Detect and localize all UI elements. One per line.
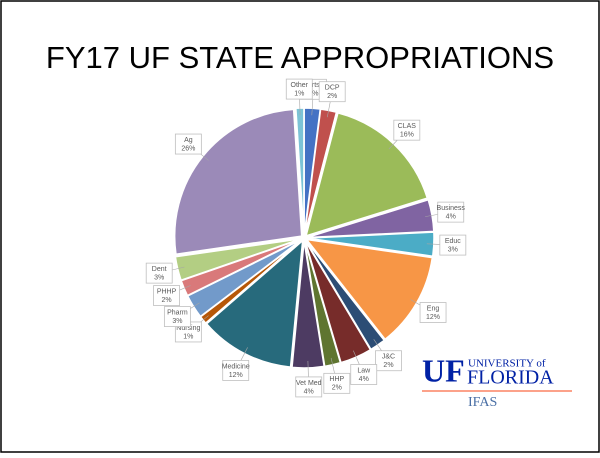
logo-university: UNIVERSITY of	[468, 358, 546, 370]
label-value: 1%	[294, 90, 304, 97]
label-box	[222, 360, 250, 381]
label-name: Eng	[427, 305, 440, 312]
label-name: J&C	[382, 354, 395, 361]
label-box	[323, 372, 351, 394]
label-value: 26%	[181, 145, 195, 152]
label-name: Law	[357, 367, 371, 374]
label-box	[375, 350, 402, 372]
label-box	[350, 364, 378, 385]
label-value: 2%	[327, 93, 337, 100]
label-name: Other	[291, 82, 309, 89]
data-label: Pharm 3%	[163, 306, 191, 327]
label-box	[145, 262, 173, 284]
label-name: Educ	[445, 238, 461, 245]
label-name: Dent	[152, 266, 167, 273]
data-label: HHP 2%	[323, 372, 351, 394]
label-box	[153, 285, 180, 306]
label-value: 12%	[229, 372, 243, 379]
label-name: Arts	[307, 82, 320, 89]
label-value: 4%	[304, 388, 314, 395]
label-value: 2%	[308, 91, 318, 98]
label-box	[393, 119, 421, 141]
label-box	[174, 133, 202, 155]
logo-name: FLORIDA	[467, 367, 554, 389]
label-name: CLAS	[398, 123, 417, 130]
data-label: J&C2%	[375, 350, 402, 372]
label-value: 2%	[332, 385, 342, 392]
label-name: PHHP	[157, 288, 177, 295]
chart-title: FY17 UF STATE APPROPRIATIONS	[46, 40, 554, 75]
label-box	[419, 302, 447, 323]
label-value: 12%	[426, 314, 440, 321]
data-label: CLAS 16%	[393, 119, 421, 141]
label-box	[437, 201, 465, 223]
label-box	[318, 81, 346, 103]
label-value: 1%	[183, 333, 193, 340]
label-value: 3%	[448, 246, 458, 253]
label-box	[285, 78, 313, 100]
label-name: Medicine	[222, 363, 250, 370]
label-box	[439, 234, 467, 256]
label-name: Business	[437, 205, 466, 212]
label-value: 3%	[172, 318, 182, 325]
logo-unit: IFAS	[468, 395, 497, 410]
label-value: 3%	[154, 274, 164, 281]
data-label: PHHP 2%	[153, 285, 180, 306]
label-name: Pharm	[167, 309, 188, 316]
label-box	[163, 306, 191, 327]
data-label: Eng 12%	[419, 302, 447, 323]
label-value: 2%	[383, 362, 393, 369]
label-name: Vet Med	[296, 380, 322, 387]
label-name: DCP	[325, 85, 340, 92]
logo: UF UNIVERSITY of FLORIDA IFAS	[422, 352, 572, 410]
label-name: HHP	[329, 376, 344, 383]
data-label: Medicine 12%	[222, 360, 250, 381]
data-label: Law 4%	[350, 364, 378, 385]
label-box	[295, 376, 323, 398]
logo-mark: UF	[422, 352, 465, 388]
label-name: Nursing	[176, 325, 200, 332]
label-name: Ag	[184, 137, 193, 144]
label-value: 4%	[359, 376, 369, 383]
label-value: 4%	[446, 213, 456, 220]
label-value: 2%	[162, 297, 172, 304]
label-value: 16%	[400, 132, 414, 139]
